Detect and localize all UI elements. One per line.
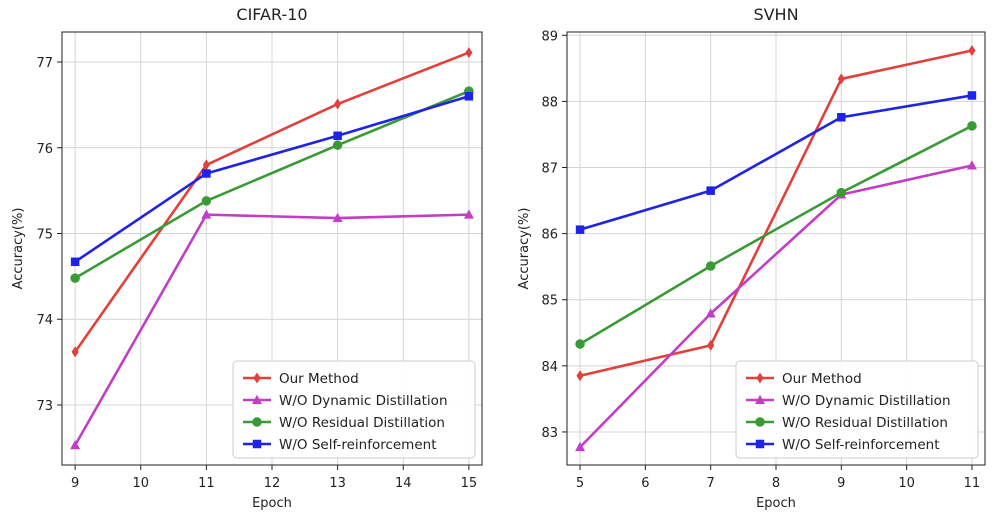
legend: Our Method W/O Dynamic Distillation W/O Re… <box>233 361 475 458</box>
data-point <box>575 339 585 349</box>
legend-label: W/O Residual Distillation <box>279 415 445 431</box>
data-point <box>968 91 977 100</box>
y-tick-label: 76 <box>36 142 53 157</box>
x-tick-label: 11 <box>198 476 215 491</box>
chart-svhn: 56789101183848586878889SVHNEpochAccuracy… <box>517 5 985 511</box>
x-tick-label: 7 <box>707 476 715 491</box>
data-point <box>333 140 343 150</box>
data-point <box>333 131 342 140</box>
legend-label: Our Method <box>279 371 359 387</box>
x-tick-label: 13 <box>329 476 346 491</box>
data-point <box>465 92 474 101</box>
legend-label: W/O Dynamic Distillation <box>782 393 951 409</box>
legend-marker <box>755 417 765 427</box>
legend-label: Our Method <box>782 371 862 387</box>
x-tick-label: 15 <box>461 476 478 491</box>
data-point <box>70 273 80 283</box>
x-tick-label: 14 <box>395 476 412 491</box>
data-point <box>202 169 211 178</box>
data-point <box>837 188 847 198</box>
y-tick-label: 77 <box>36 56 53 71</box>
legend-label: W/O Self-reinforcement <box>279 437 437 453</box>
x-tick-label: 6 <box>641 476 649 491</box>
x-tick-label: 8 <box>772 476 780 491</box>
data-point <box>202 196 212 206</box>
legend: Our Method W/O Dynamic Distillation W/O Re… <box>736 361 978 458</box>
y-axis-label: Accuracy(%) <box>11 208 26 290</box>
y-tick-label: 73 <box>36 399 53 414</box>
legend-label: W/O Self-reinforcement <box>782 437 940 453</box>
data-point <box>576 370 583 381</box>
data-point <box>968 45 975 56</box>
data-point <box>465 47 472 58</box>
data-point <box>837 113 846 122</box>
data-point <box>576 225 585 234</box>
data-point <box>71 258 80 267</box>
x-tick-label: 10 <box>132 476 149 491</box>
y-tick-label: 75 <box>36 227 53 242</box>
y-tick-label: 86 <box>541 228 558 243</box>
y-tick-label: 83 <box>541 426 558 441</box>
data-point <box>967 121 977 131</box>
x-tick-label: 11 <box>964 476 981 491</box>
y-tick-label: 85 <box>541 294 558 309</box>
data-point <box>706 261 716 271</box>
x-axis-label: Epoch <box>252 496 292 511</box>
y-tick-label: 89 <box>541 29 558 44</box>
data-point <box>334 99 341 110</box>
y-axis-label: Accuracy(%) <box>517 208 532 290</box>
chart-cifar10: 9 10 11 12 13 14 15 73 74 75 76 77 CIFAR-10 Epoch Accu… <box>11 5 482 511</box>
legend-marker <box>253 440 262 449</box>
y-tick-label: 74 <box>36 313 53 328</box>
legend-marker <box>756 440 765 449</box>
chart-title: CIFAR-10 <box>236 5 307 24</box>
x-tick-label: 9 <box>71 476 79 491</box>
legend-marker <box>252 417 262 427</box>
legend-label: W/O Residual Distillation <box>782 415 948 431</box>
data-point <box>967 160 977 169</box>
figure: 91011121314157374757677CIFAR-10EpochAccu… <box>0 0 1000 522</box>
x-tick-label: 10 <box>898 476 915 491</box>
chart-title: SVHN <box>753 5 798 24</box>
legend-label: W/O Dynamic Distillation <box>279 393 448 409</box>
data-point <box>706 186 715 195</box>
x-axis-label: Epoch <box>756 496 796 511</box>
y-tick-label: 87 <box>541 162 558 177</box>
x-tick-label: 12 <box>264 476 281 491</box>
x-tick-label: 5 <box>576 476 584 491</box>
y-tick-label: 84 <box>541 360 558 375</box>
x-tick-label: 9 <box>837 476 845 491</box>
y-tick-label: 88 <box>541 95 558 110</box>
